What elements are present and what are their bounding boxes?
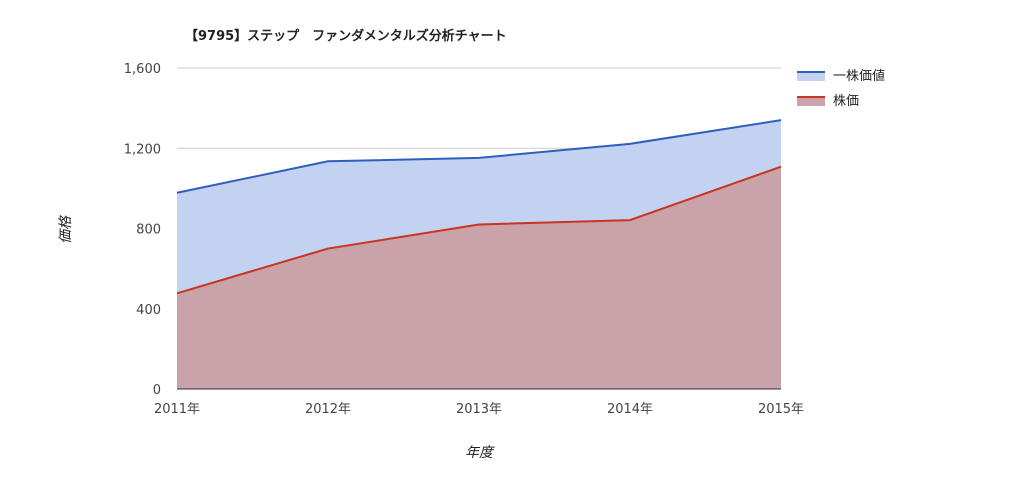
area-series-2 (177, 166, 781, 389)
x-tick-labels: 2011年 2012年 2013年 2014年 2015年 (154, 402, 804, 417)
legend-label: 株価 (833, 94, 859, 109)
y-tick-label: 1,600 (124, 62, 161, 77)
x-axis-label: 年度 (465, 445, 495, 461)
legend-label: 一株価値 (833, 68, 885, 84)
x-tick-label: 2013年 (456, 402, 502, 417)
chart-title: 【9795】ステップ ファンダメンタルズ分析チャート (185, 28, 507, 44)
y-axis-label: 価格 (58, 215, 74, 244)
y-tick-label: 800 (136, 223, 161, 238)
x-tick-label: 2014年 (607, 402, 653, 417)
y-tick-label: 0 (153, 383, 161, 398)
series-lines (176, 119, 782, 295)
legend-swatch (797, 71, 825, 81)
x-tick-label: 2012年 (305, 402, 351, 417)
series-areas (177, 120, 781, 389)
legend-swatch (797, 96, 825, 106)
x-tick-label: 2011年 (154, 402, 200, 417)
y-tick-label: 1,200 (124, 142, 161, 157)
y-tick-label: 400 (136, 303, 161, 318)
y-tick-labels: 0 400 800 1,200 1,600 (124, 62, 161, 398)
x-tick-label: 2015年 (758, 402, 804, 417)
